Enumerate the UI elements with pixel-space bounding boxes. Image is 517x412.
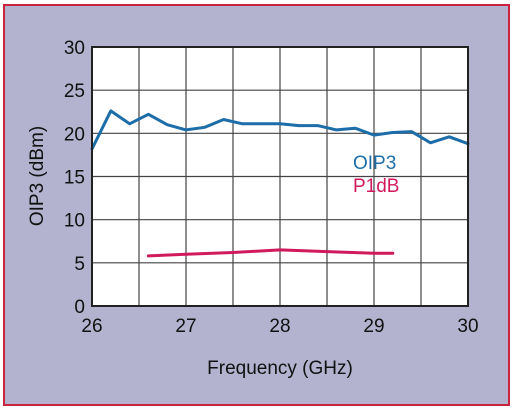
plot-border [91,46,469,307]
x-tick-label: 26 [81,316,102,337]
x-tick-label: 28 [269,316,290,337]
oip3-p1db-chart: 26 27 28 29 30 0 5 10 15 20 25 30 Frequency (GHz) O… [27,38,479,379]
series-lines [90,109,470,258]
y-tick-label: 10 [64,211,85,232]
chart-frame: 26 27 28 29 30 0 5 10 15 20 25 30 Frequency (GHz) O… [3,4,510,406]
series-line-oip3 [90,109,470,151]
y-tick-label: 15 [64,168,85,189]
x-tick-label: 30 [457,316,478,337]
legend-p1db: P1dB [353,176,399,197]
x-tick-label: 29 [363,316,384,337]
y-tick-label: 30 [64,38,85,59]
y-axis-title: OIP3 (dBm) [27,126,48,226]
y-tick-label: 20 [64,124,85,145]
x-axis-title: Frequency (GHz) [207,358,353,379]
y-tick-label: 0 [74,297,85,318]
x-tick-label: 27 [175,316,196,337]
tick-labels: 26 27 28 29 30 0 5 10 15 20 25 30 [64,38,479,337]
legend-oip3: OIP3 [353,153,396,174]
series-line-p1db [146,248,395,258]
y-tick-label: 5 [74,254,85,275]
y-tick-label: 25 [64,81,85,102]
